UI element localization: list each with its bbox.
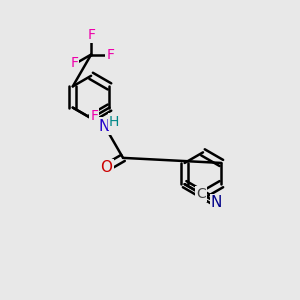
Text: N: N xyxy=(211,195,222,210)
Text: F: F xyxy=(70,56,78,70)
Text: F: F xyxy=(87,28,95,42)
Text: N: N xyxy=(99,118,110,134)
Text: F: F xyxy=(90,110,98,123)
Text: C: C xyxy=(196,187,206,201)
Text: H: H xyxy=(109,115,119,129)
Text: F: F xyxy=(106,47,114,61)
Text: O: O xyxy=(100,160,112,175)
